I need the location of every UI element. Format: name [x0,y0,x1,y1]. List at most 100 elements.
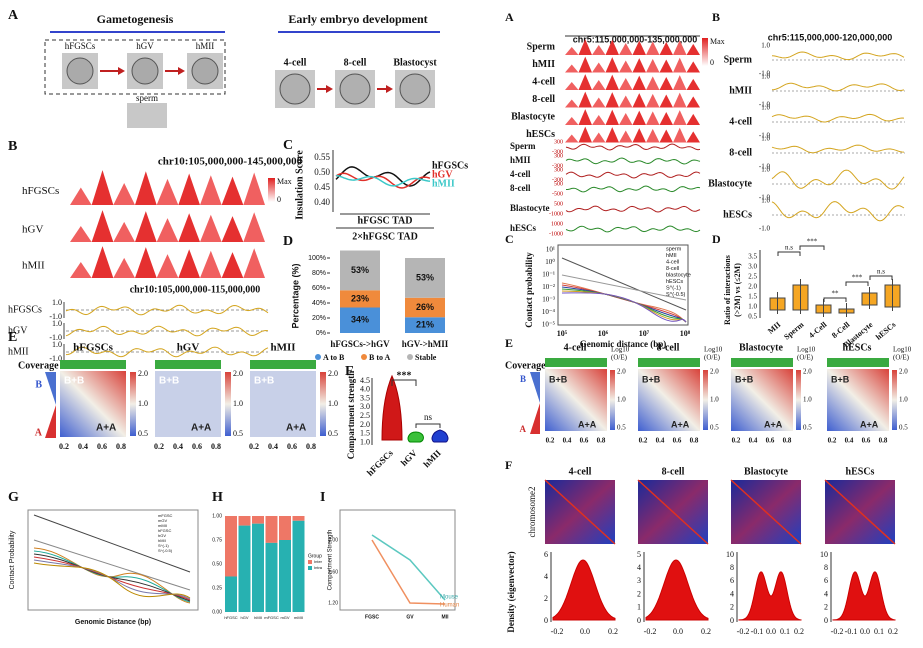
label: Intra [314,565,323,570]
bar-segment [292,516,305,521]
curve [561,257,687,311]
label: Sperm [782,320,805,342]
label: S^(-1) [158,543,169,548]
label: GV [406,614,414,620]
label: 1.0 [233,399,243,408]
colorbar [320,372,326,436]
label: 0.25 [212,585,222,591]
colorbar [225,372,231,436]
curve [771,113,905,123]
curve [33,539,191,591]
label: FGSC [365,614,379,620]
curve [561,286,687,323]
label: 1.60 [328,569,338,575]
bar-segment [405,317,445,333]
label: 1.0 [761,166,770,174]
label: B+B [642,374,661,384]
legend-marker [315,354,321,360]
label: 2.0 [138,369,148,378]
label: hFGSC [224,615,237,620]
label: 4 [730,589,734,598]
heatmap [155,371,221,437]
label: 1.0 [899,396,908,404]
label: 0.50 [314,167,330,177]
label: -300 [552,149,563,155]
label: Blastocyte [511,111,555,122]
tad-triangle [565,47,579,55]
label: hMII [196,41,215,51]
label: 2 [637,589,641,598]
tad-triangle [605,57,619,73]
tad-triangle [578,91,592,108]
tad-triangle [135,211,157,242]
label: 2.5 [748,273,757,281]
label: 0.2 [608,627,618,636]
label: (O/E) [797,354,814,362]
label: hFGSCs [8,304,42,315]
label: hESCs [723,209,752,220]
label: 3 [637,576,641,585]
label: -1.0 [49,312,62,321]
label: 0.6 [673,437,682,445]
tad-triangle [113,221,135,242]
curve [371,539,446,605]
curve [771,51,905,61]
label: chr5:115,000,000-135,000,000 [573,34,698,44]
tad-triangle [135,247,157,278]
label: Blastocyte [708,178,752,189]
label: 0.4 [656,437,665,445]
label: 2 [824,603,828,612]
label: -0.2 [644,627,657,636]
label: hMII [8,346,29,357]
label: 300 [554,139,563,145]
tad-triangle [632,93,646,108]
curve [335,166,431,187]
tad-triangle [619,43,633,55]
label: 6 [730,576,734,585]
label: 1.0 [761,73,770,81]
tad-triangle [178,213,200,242]
label: 0.4 [268,442,278,451]
label: A+A [671,419,690,429]
tad-triangle [632,75,646,90]
heatmap [827,369,889,431]
label: *** [852,274,863,282]
label: Sperm [510,141,536,151]
label: hFGSCs [22,185,59,197]
tad-triangle [646,93,660,108]
tad-triangle [659,129,673,143]
colorbar [130,372,136,436]
label: 0 [710,58,714,67]
label: (O/E) [611,354,628,362]
label: 1.0 [761,197,770,205]
label: hMII [421,447,443,469]
label: 1.0 [328,399,338,408]
label: blastocyte [666,272,691,278]
tad-triangle [578,56,592,73]
label: 0 [730,616,734,625]
label: 1.5 [748,293,757,301]
label: 4 [544,572,548,581]
label: 8 [730,563,734,572]
label: hMII [532,59,555,70]
label: hGV [158,533,166,538]
violin [431,429,449,443]
label: 2.0 [899,368,908,376]
label: Coverage [18,360,59,371]
tad-triangle [686,131,700,143]
colorbar [610,370,615,430]
tad-triangle [565,117,579,125]
label: 0.50 [212,561,222,567]
label: A+A [286,423,306,434]
label: 10⁸ [680,329,691,338]
embryo [399,73,431,105]
label: 0.8 [690,437,699,445]
label: D [712,232,721,246]
label: -300 [552,163,563,169]
curve [771,201,905,222]
label: -0.2 [831,627,844,636]
label: 2.5 [360,411,370,420]
value-label: 26% [416,302,434,312]
label: 100% [308,255,326,262]
label: 4 [824,589,828,598]
